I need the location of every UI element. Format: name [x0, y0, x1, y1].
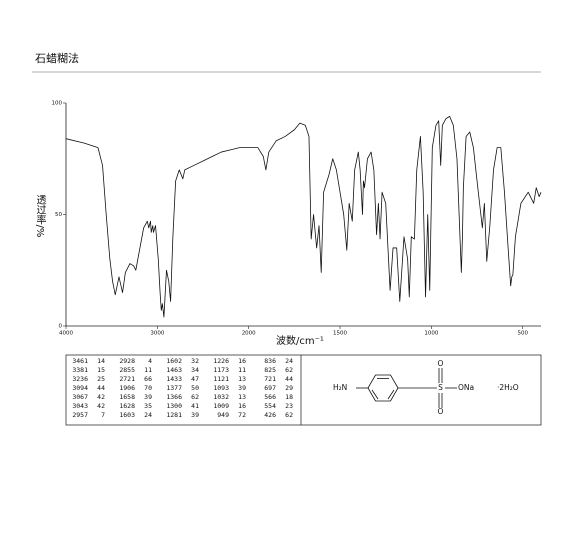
peak-transmittance: 62 [191, 393, 199, 401]
peak-transmittance: 72 [238, 411, 246, 419]
peak-transmittance: 29 [285, 384, 293, 392]
peak-wavenumber: 1226 [213, 357, 229, 365]
peak-wavenumber: 1366 [166, 393, 182, 401]
x-tick-label: 4000 [59, 331, 73, 337]
ring-bond [387, 389, 395, 400]
peak-transmittance: 44 [285, 375, 293, 383]
peak-wavenumber: 1906 [119, 384, 135, 392]
peak-wavenumber: 1603 [119, 411, 135, 419]
peak-transmittance: 39 [144, 393, 152, 401]
peak-transmittance: 14 [97, 357, 105, 365]
peak-wavenumber: 2855 [119, 366, 135, 374]
peak-transmittance: 39 [191, 411, 199, 419]
peak-transmittance: 66 [144, 375, 152, 383]
peak-transmittance: 34 [191, 366, 199, 374]
peak-transmittance: 4 [148, 357, 152, 365]
chem-label: H₂N [333, 383, 347, 392]
peak-table: 3461 14 3381 15 3236 25 3094 44 3067 42 3043 42 2957… [65, 354, 542, 426]
peak-wavenumber: 1173 [213, 366, 229, 374]
peak-wavenumber: 1121 [213, 375, 229, 383]
y-tick-label: 0 [59, 324, 63, 330]
peak-transmittance: 42 [97, 402, 105, 410]
peak-wavenumber: 426 [264, 411, 276, 419]
x-axis-label: 波数/cm⁻¹ [276, 334, 324, 347]
peak-transmittance: 42 [97, 393, 105, 401]
x-tick-label: 3000 [150, 331, 164, 337]
peak-transmittance: 24 [285, 357, 293, 365]
x-tick-label: 1500 [333, 331, 347, 337]
peak-wavenumber: 3043 [72, 402, 88, 410]
peak-wavenumber: 721 [264, 375, 276, 383]
peak-wavenumber: 1009 [213, 402, 229, 410]
page-title: 石蜡糊法 [35, 51, 79, 65]
peak-wavenumber: 825 [264, 366, 276, 374]
x-tick-label: 500 [517, 331, 528, 337]
x-tick-label: 1000 [424, 331, 438, 337]
structure [356, 368, 457, 408]
chem-label: ·2H₂O [497, 383, 519, 392]
peak-wavenumber: 3461 [72, 357, 88, 365]
peak-transmittance: 16 [238, 357, 246, 365]
peak-transmittance: 15 [97, 366, 105, 374]
chem-label: S [438, 383, 443, 392]
peak-transmittance: 39 [238, 384, 246, 392]
peak-wavenumber: 2721 [119, 375, 135, 383]
peak-wavenumber: 949 [217, 411, 229, 419]
peak-transmittance: 7 [101, 411, 105, 419]
peak-transmittance: 62 [285, 366, 293, 374]
peak-transmittance: 47 [191, 375, 199, 383]
peak-wavenumber: 1032 [213, 393, 229, 401]
peak-wavenumber: 697 [264, 384, 276, 392]
peak-wavenumber: 1377 [166, 384, 182, 392]
peak-wavenumber: 1433 [166, 375, 182, 383]
peak-transmittance: 13 [238, 393, 246, 401]
peak-wavenumber: 1463 [166, 366, 182, 374]
peak-transmittance: 44 [97, 384, 105, 392]
peak-wavenumber: 3381 [72, 366, 88, 374]
ring-bond [371, 389, 379, 400]
peak-wavenumber: 1093 [213, 384, 229, 392]
chem-label: O [438, 407, 444, 416]
peak-wavenumber: 3236 [72, 375, 88, 383]
peak-transmittance: 11 [144, 366, 152, 374]
peak-wavenumber: 566 [264, 393, 276, 401]
peak-transmittance: 13 [238, 375, 246, 383]
peak-transmittance: 41 [191, 402, 199, 410]
peak-wavenumber: 1658 [119, 393, 135, 401]
chem-label: O [438, 359, 444, 368]
peak-transmittance: 25 [97, 375, 105, 383]
y-tick-label: 100 [52, 101, 63, 107]
peak-wavenumber: 554 [264, 402, 276, 410]
peak-transmittance: 11 [238, 366, 246, 374]
peak-transmittance: 23 [285, 402, 293, 410]
peak-wavenumber: 1628 [119, 402, 135, 410]
peak-transmittance: 70 [144, 384, 152, 392]
peak-wavenumber: 836 [264, 357, 276, 365]
peak-wavenumber: 1281 [166, 411, 182, 419]
peak-transmittance: 24 [144, 411, 152, 419]
peak-transmittance: 18 [285, 393, 293, 401]
peak-wavenumber: 3094 [72, 384, 88, 392]
y-axis-label: 透过率/% [34, 194, 46, 237]
spectrum-line [65, 115, 542, 318]
y-tick-label: 50 [55, 212, 62, 218]
peak-wavenumber: 3067 [72, 393, 88, 401]
peak-transmittance: 32 [191, 357, 199, 365]
x-tick-label: 2000 [242, 331, 256, 337]
peak-transmittance: 16 [238, 402, 246, 410]
peak-transmittance: 50 [191, 384, 199, 392]
peak-transmittance: 62 [285, 411, 293, 419]
peak-wavenumber: 1300 [166, 402, 182, 410]
chem-label: ONa [458, 383, 474, 392]
peak-transmittance: 35 [144, 402, 152, 410]
peak-wavenumber: 2957 [72, 411, 88, 419]
table-frame [65, 354, 542, 426]
peak-wavenumber: 1602 [166, 357, 182, 365]
peak-wavenumber: 2928 [119, 357, 135, 365]
